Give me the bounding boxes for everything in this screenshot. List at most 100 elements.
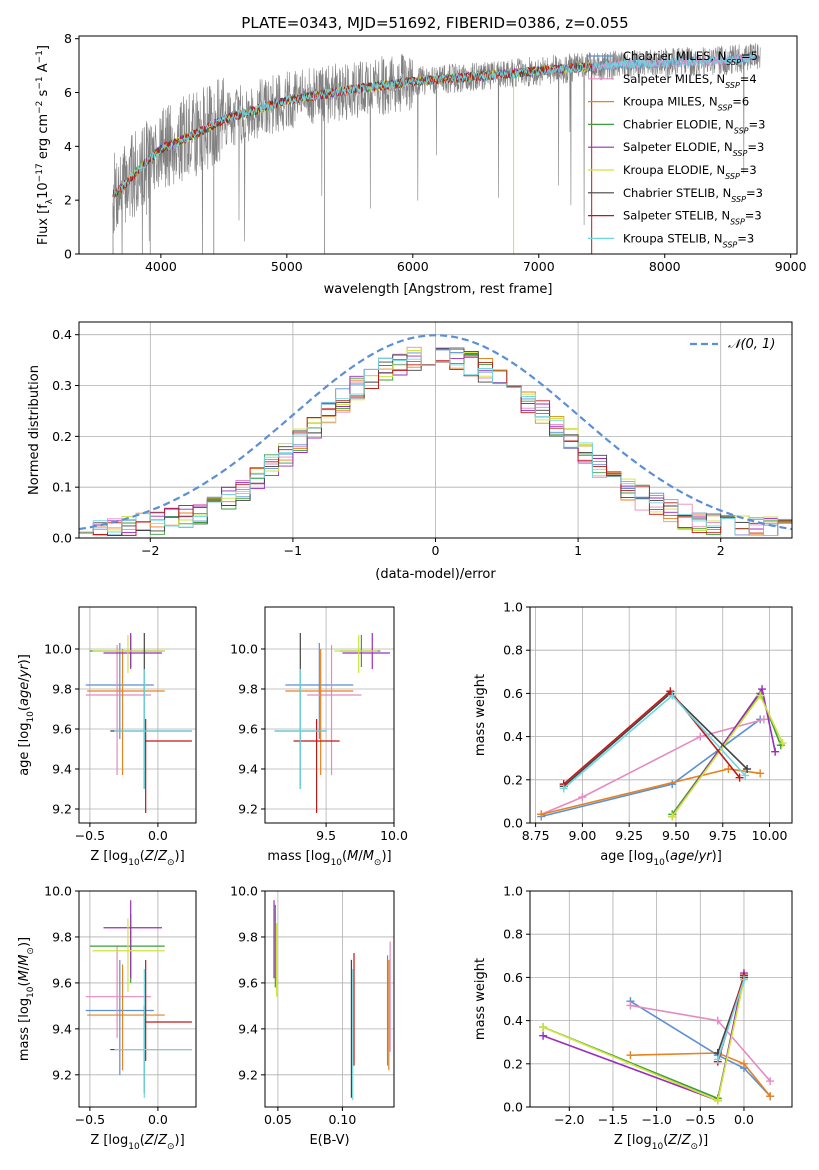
- legend-label: Kroupa MILES, N: [623, 95, 718, 109]
- label-part: /: [17, 965, 32, 970]
- label-part: )]: [175, 849, 185, 864]
- label-part: λ: [45, 198, 55, 204]
- y-axis-label: mass weight: [473, 674, 488, 756]
- legend-value: =3: [747, 140, 764, 154]
- label-part: /: [677, 1133, 682, 1148]
- y-tick-label: 1.0: [503, 884, 523, 899]
- x-tick-label: −0.5: [75, 1112, 105, 1127]
- x-tick-label: 4000: [145, 259, 177, 274]
- x-axis-label: age [log10(age/yr)]: [600, 849, 722, 868]
- axes-frame: [529, 606, 793, 824]
- label-part: /: [358, 849, 363, 864]
- series-marker: [741, 771, 750, 780]
- label-part: mass [log: [267, 849, 330, 864]
- label-part: Z [log: [90, 849, 128, 864]
- label-part: −17: [35, 163, 45, 182]
- y-tick-label: 0.1: [52, 480, 72, 495]
- errorbar-salpeter-miles: [85, 645, 152, 775]
- y-tick-label: 0.2: [503, 1056, 523, 1071]
- label-part: Z: [144, 1133, 155, 1148]
- label-part: (: [17, 706, 32, 711]
- legend-sub: SSP: [734, 126, 749, 135]
- x-axis-label: (data-model)/error: [375, 567, 496, 582]
- legend-entry: 𝒩(0, 1): [728, 337, 775, 352]
- axes-massweight-vs-Z: −2.0 −1.5 −1.0 −0.5 0.0 0.0 0.2 0.4 0.6 0.8 1.0 Z […: [473, 884, 793, 1152]
- legend-label: Chabrier STELIB, N: [623, 186, 731, 200]
- y-tick-label: 0.2: [52, 429, 72, 444]
- y-tick-label: 9.2: [52, 1067, 72, 1082]
- series-line: [542, 972, 745, 1102]
- series-marker: [778, 739, 787, 748]
- series-marker: [758, 685, 767, 694]
- label-part: Z [log: [90, 1133, 128, 1148]
- series-kroupa-stelib: [559, 691, 750, 793]
- series-line: [629, 1000, 771, 1097]
- axes-massweight-vs-age: 8.75 9.00 9.25 9.50 9.75 10.00 0.0 0.2 0.4 0.6 0.8…: [473, 600, 793, 868]
- legend-value: =6: [732, 95, 749, 109]
- label-part: (: [663, 1133, 668, 1148]
- y-tick-label: 9.6: [52, 722, 72, 737]
- y-tick-label: 9.4: [52, 1021, 72, 1036]
- series-line: [717, 979, 745, 1060]
- y-tick-label: 0.6: [503, 970, 523, 985]
- x-axis-label: E(B-V): [309, 1133, 349, 1148]
- y-axis-label: Normed distribution: [27, 365, 42, 495]
- series-marker: [766, 1077, 775, 1086]
- series-line: [541, 718, 761, 818]
- x-axis-label: mass [log10(M/M⊙)]: [267, 849, 391, 868]
- x-tick-label: −1: [284, 543, 302, 558]
- x-tick-label: 0.10: [328, 1112, 356, 1127]
- series-kroupa-stelib: [713, 975, 748, 1064]
- x-tick-label: 9000: [775, 259, 807, 274]
- label-part: (: [140, 1133, 145, 1148]
- legend-value: =3: [740, 163, 757, 177]
- legend-entry: Salpeter MILES, NSSP=4: [623, 72, 757, 90]
- y-tick-label: 10.0: [44, 642, 72, 657]
- legend-sub: SSP: [731, 194, 746, 203]
- y-tick-label: 9.2: [238, 802, 258, 817]
- label-part: −1: [35, 50, 45, 63]
- label-part: age: [17, 682, 32, 706]
- label-part: )]: [17, 654, 32, 664]
- x-tick-label: −0.5: [685, 1112, 715, 1127]
- axes-mass-vs-EBV: 0.05 0.10 9.2 9.4 9.6 9.8 10.0 E(B-V): [230, 884, 395, 1148]
- series-marker: [666, 687, 675, 696]
- errorbar-chabrier-miles: [85, 959, 154, 1075]
- label-part: (: [17, 981, 32, 986]
- y-axis-label: Flux [fλ10−17 erg cm−2 s−1 A−1]: [35, 45, 55, 245]
- series-line: [542, 977, 745, 1100]
- figure-title: PLATE=0343, MJD=51692, FIBERID=0386, z=0…: [241, 14, 628, 32]
- series-kroupa-miles: [537, 765, 765, 819]
- series-marker: [626, 1051, 635, 1060]
- x-tick-label: 0: [432, 543, 440, 558]
- label-part: ⊙: [167, 1142, 175, 1152]
- label-part: yr: [698, 849, 714, 864]
- y-tick-label: 9.6: [238, 722, 258, 737]
- series-chabrier-miles: [537, 715, 765, 821]
- label-part: ⊙: [26, 947, 36, 955]
- x-tick-label: 9.50: [662, 828, 690, 843]
- x-tick-label: 0.0: [148, 828, 168, 843]
- axes-frame: [529, 890, 793, 1108]
- label-part: Z [log: [614, 1133, 652, 1148]
- label-part: M: [17, 970, 32, 981]
- x-tick-label: −2: [141, 543, 159, 558]
- series-line: [563, 692, 748, 787]
- label-part: )]: [175, 1133, 185, 1148]
- y-tick-label: 8: [64, 31, 72, 46]
- y-tick-label: 9.2: [238, 1067, 258, 1082]
- y-tick-label: 6: [64, 85, 72, 100]
- y-tick-label: 0.0: [503, 816, 523, 831]
- x-tick-label: −1.0: [641, 1112, 671, 1127]
- x-tick-label: −2.0: [554, 1112, 584, 1127]
- errorbar-kroupa-miles: [87, 649, 165, 775]
- y-tick-label: 9.2: [52, 802, 72, 817]
- series-marker: [539, 1023, 548, 1032]
- label-part: /: [694, 849, 699, 864]
- legend-label: Chabrier MILES, N: [623, 49, 726, 63]
- x-tick-label: 1: [574, 543, 582, 558]
- legend-entry: Kroupa ELODIE, NSSP=3: [623, 163, 757, 181]
- label-part: 10: [652, 1142, 664, 1152]
